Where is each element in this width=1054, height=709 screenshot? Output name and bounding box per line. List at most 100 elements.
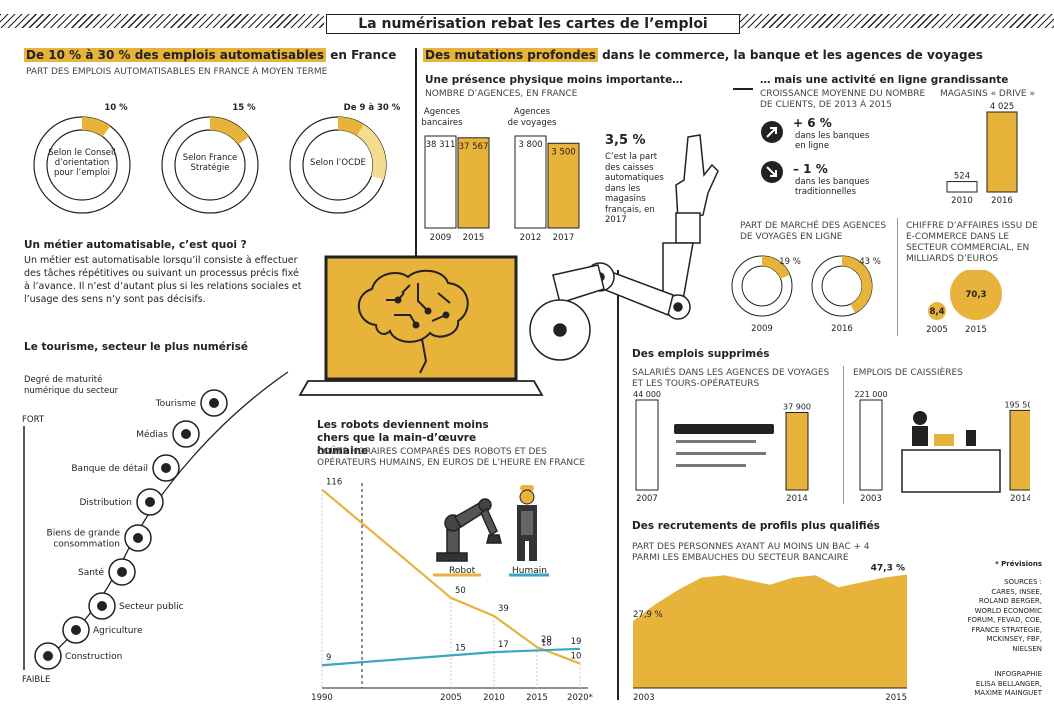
agences-tick: 2015 <box>463 233 485 243</box>
stat-value: 3,5 % <box>605 133 646 148</box>
page-title: La numérisation rebat les cartes de l’em… <box>326 14 740 34</box>
source-line: FRANCE STRATÉGIE, <box>971 625 1042 634</box>
parts-tick: 2009 <box>751 324 773 334</box>
online-caption: CROISSANCE MOYENNE DU NOMBRE DE CLIENTS,… <box>760 89 926 110</box>
sector-label: Banque de détail <box>71 463 148 474</box>
data-label: 9 <box>326 653 331 663</box>
agences-tick: 2017 <box>553 233 575 243</box>
ca-tick: 2015 <box>965 325 987 335</box>
note-prevision: * Prévisions <box>995 560 1042 568</box>
sector-icon <box>43 651 53 661</box>
ca-value: 8,4 <box>929 307 944 317</box>
source-line: ROLAND BERGER, <box>978 597 1042 605</box>
supp-tick: 2014 <box>786 494 808 504</box>
sector-label: Agriculture <box>93 626 143 636</box>
sector-label: Secteur public <box>119 602 184 612</box>
sector-icon <box>145 497 155 507</box>
ca-value: 70,3 <box>966 290 987 300</box>
agences-tick: 2009 <box>430 233 452 243</box>
donut-slice <box>337 117 364 136</box>
bac4-area-chart: 27,9 % 47,3 % 2003 2015 <box>633 563 907 703</box>
x-tick-label: 1990 <box>311 693 333 703</box>
ca-bubble <box>950 270 1002 320</box>
growth-down-label: dans les banques traditionnelles <box>795 177 870 197</box>
donut-value-label: De 9 à 30 % <box>344 103 401 113</box>
supp-value: 195 500 <box>1004 400 1030 409</box>
ca-tick: 2005 <box>926 325 948 335</box>
series-line-robot <box>321 488 581 665</box>
sec1-title: De 10 % à 30 % des emplois automatisable… <box>24 48 397 62</box>
agences-value: 3 800 <box>518 140 542 150</box>
data-label: 18 <box>541 638 552 648</box>
data-label: 15 <box>455 643 466 653</box>
data-label: 10 <box>571 652 582 662</box>
metier-text: Un métier est automatisable lorsqu’il co… <box>24 255 302 305</box>
supp-bar <box>785 411 809 491</box>
parts-donuts: 19 % 2009 43 % 2016 <box>731 255 881 334</box>
source-line: FORUM, FEVAD, COE, <box>967 616 1042 624</box>
area-last-label: 47,3 % <box>871 563 905 573</box>
agences-value: 38 311 <box>426 140 456 150</box>
parts-value: 19 % <box>779 257 801 267</box>
travel-agency-icon <box>674 424 774 467</box>
supp-bar <box>859 399 883 491</box>
drive-bars: 2010 524 2016 4 025 <box>946 102 1018 205</box>
header-hatch-right <box>740 14 1054 28</box>
sector-icon <box>71 625 81 635</box>
parts-caption: PART DE MARCHÉ DES AGENCES DE VOYAGES EN… <box>740 221 887 242</box>
area-first-label: 27,9 % <box>633 610 663 620</box>
sources-block: SOURCES : CARES, INSEE, ROLAND BERGER, WORL… <box>930 578 1042 654</box>
parts-slice <box>841 256 872 314</box>
supp-tick: 2014 <box>1010 494 1030 504</box>
stat-text: C’est la part des caisses automatiques d… <box>605 152 664 225</box>
sec2-title: Des mutations profondes dans le commerce… <box>423 48 983 62</box>
donut-value-label: 10 % <box>104 103 128 113</box>
sector-icon <box>133 533 143 543</box>
recrut-title: Des recrutements de profils plus qualifi… <box>632 520 880 532</box>
credit-line: ELISA BELLANGER, <box>975 679 1042 688</box>
data-label: 17 <box>498 640 509 650</box>
supp-tick: 2007 <box>636 494 658 504</box>
sec1-caption: PART DES EMPLOIS AUTOMATISABLES EN FRANC… <box>26 67 328 77</box>
agences-value: 3 500 <box>551 147 575 157</box>
parts-slice <box>761 256 790 279</box>
donut-center-label-line: Stratégie <box>191 162 230 173</box>
sector-label: Distribution <box>79 498 132 508</box>
robots-icons <box>433 485 549 577</box>
agences-bar <box>424 135 457 229</box>
source-line: MCKINSEY, FBF, <box>986 635 1043 643</box>
divider-supprimes <box>843 366 844 504</box>
sector-label: Santé <box>78 567 104 578</box>
sector-icon <box>209 398 219 408</box>
brain-circuit-icon <box>357 269 469 374</box>
legend-robot: Robot <box>449 566 476 576</box>
tourisme-axis-top: FORT <box>22 415 45 425</box>
agences-caption: NOMBRE D’AGENCES, EN FRANCE <box>425 89 578 99</box>
growth-down-value: – 1 % <box>793 162 828 176</box>
divider-parts <box>897 218 898 336</box>
growth-up-value: + 6 % <box>793 116 832 130</box>
source-line: SOURCES : <box>1004 578 1042 586</box>
supp-value: 221 000 <box>854 390 887 399</box>
sector-label: consommation <box>53 540 120 550</box>
laptop-base <box>298 380 544 396</box>
sector-label: Médias <box>136 429 168 440</box>
ca-bubble <box>928 302 946 320</box>
donut-value-label: 15 % <box>232 103 256 113</box>
data-label: 39 <box>498 604 509 614</box>
ca-caption: CHIFFRE D’AFFAIRES ISSU DE E-COMMERCE DA… <box>906 221 1038 264</box>
supprimes-caption-a: SALARIÉS DANS LES AGENCES DE VOYAGES ET … <box>632 368 830 389</box>
sector-icon <box>117 567 127 577</box>
divider-vertical-right <box>617 270 619 700</box>
metier-title: Un métier automatisable, c’est quoi ? <box>24 239 247 251</box>
growth-up-label: dans les banques en ligne <box>795 131 870 151</box>
divider-vertical-center <box>415 48 417 270</box>
data-label: 116 <box>326 478 342 488</box>
agences-tick: 2012 <box>520 233 542 243</box>
donut-center-label-line: Selon France <box>183 153 238 163</box>
agences-bar <box>457 137 490 229</box>
tourisme-chart: Tourisme Médias Banque de détail Distributi… <box>23 371 289 670</box>
source-line: WORLD ECONOMIC <box>974 606 1042 615</box>
cashier-icon <box>901 411 1001 493</box>
